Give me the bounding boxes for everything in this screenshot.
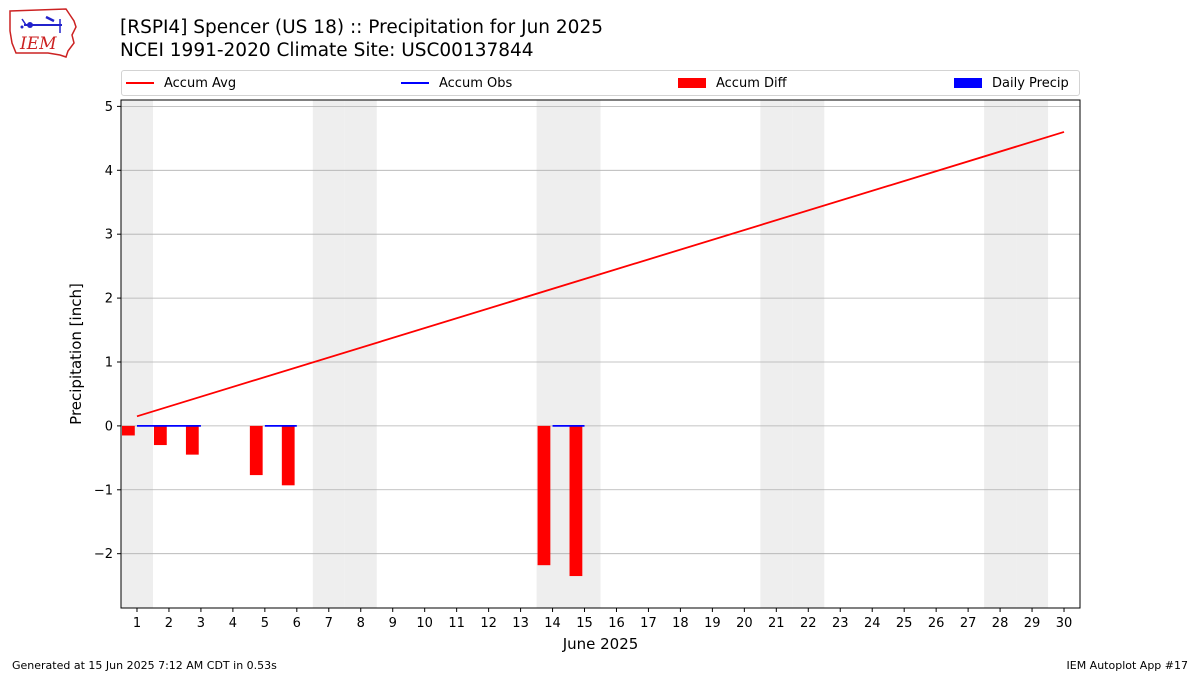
- y-axis-label: Precipitation [inch]: [67, 283, 85, 425]
- legend-label-accum-obs: Accum Obs: [439, 75, 513, 91]
- x-tick-label: 25: [896, 616, 913, 631]
- accum-diff-bar: [122, 425, 135, 436]
- accum-avg-line: [136, 131, 1065, 418]
- y-tick-label: 4: [105, 164, 113, 179]
- y-tick-label: 2: [105, 292, 113, 307]
- x-tick-label: 3: [197, 616, 205, 631]
- legend-swatch-accum-diff: [678, 78, 706, 88]
- weekend-band: [792, 100, 825, 608]
- x-tick-label: 23: [832, 616, 849, 631]
- x-tick-label: 29: [1024, 616, 1041, 631]
- x-tick-label: 5: [261, 616, 269, 631]
- footer-generated-text: Generated at 15 Jun 2025 7:12 AM CDT in …: [12, 659, 277, 672]
- y-tick-label: 0: [105, 419, 113, 434]
- x-tick-label: 21: [768, 616, 785, 631]
- y-tick-label: −2: [94, 547, 113, 562]
- legend-swatch-daily-precip: [954, 78, 982, 88]
- x-tick-label: 17: [640, 616, 657, 631]
- x-tick-label: 30: [1056, 616, 1073, 631]
- iem-logo: IEM: [8, 5, 80, 59]
- x-tick-label: 7: [325, 616, 333, 631]
- accum-diff-bar: [185, 425, 199, 455]
- x-tick-label: 2: [165, 616, 173, 631]
- accum-diff-bar: [249, 425, 263, 476]
- x-tick-label: 9: [389, 616, 397, 631]
- y-tick-label: 1: [105, 355, 113, 370]
- x-tick-label: 20: [736, 616, 753, 631]
- x-tick-label: 6: [293, 616, 301, 631]
- legend-label-accum-diff: Accum Diff: [716, 75, 787, 91]
- x-tick-label: 11: [448, 616, 465, 631]
- x-axis-label: June 2025: [562, 635, 639, 653]
- y-tick-label: 3: [105, 228, 113, 243]
- x-tick-label: 4: [229, 616, 237, 631]
- x-tick-label: 27: [960, 616, 977, 631]
- y-tick-label: 5: [105, 100, 113, 115]
- chart-legend: Accum Avg Accum Obs Accum Diff Daily Pre…: [121, 70, 1080, 96]
- accum-diff-bar: [153, 425, 167, 446]
- plot-frame: [120, 99, 1081, 609]
- x-tick-label: 13: [512, 616, 529, 631]
- legend-item-accum-diff: Accum Diff: [678, 71, 787, 95]
- chart-title: [RSPI4] Spencer (US 18) :: Precipitation…: [120, 17, 603, 38]
- x-tick-label: 14: [544, 616, 561, 631]
- legend-swatch-accum-obs: [401, 82, 429, 84]
- x-tick-label: 1: [133, 616, 141, 631]
- accum-diff-bar: [537, 425, 551, 566]
- legend-label-daily-precip: Daily Precip: [992, 75, 1069, 91]
- footer-app-label: IEM Autoplot App #17: [1066, 659, 1189, 672]
- x-tick-label: 19: [704, 616, 721, 631]
- x-tick-label: 18: [672, 616, 689, 631]
- chart-subtitle: NCEI 1991-2020 Climate Site: USC00137844: [120, 40, 534, 61]
- legend-item-accum-avg: Accum Avg: [126, 71, 236, 95]
- legend-swatch-accum-avg: [126, 82, 154, 84]
- x-tick-label: 12: [480, 616, 497, 631]
- weekend-band: [344, 100, 377, 608]
- weekend-band: [984, 100, 1017, 608]
- legend-item-daily-precip: Daily Precip: [954, 71, 1069, 95]
- x-tick-label: 22: [800, 616, 817, 631]
- accum-diff-bar: [569, 425, 583, 577]
- svg-text:IEM: IEM: [19, 34, 57, 54]
- legend-item-accum-obs: Accum Obs: [401, 71, 512, 95]
- x-tick-label: 15: [576, 616, 593, 631]
- weekend-band: [760, 100, 793, 608]
- x-tick-label: 28: [992, 616, 1009, 631]
- accum-diff-bar: [281, 425, 295, 486]
- x-tick-label: 24: [864, 616, 881, 631]
- x-tick-label: 26: [928, 616, 945, 631]
- x-tick-label: 10: [416, 616, 433, 631]
- weekend-band: [121, 100, 153, 608]
- x-tick-label: 8: [357, 616, 365, 631]
- legend-label-accum-avg: Accum Avg: [164, 75, 237, 91]
- y-tick-label: −1: [94, 483, 113, 498]
- x-tick-label: 16: [608, 616, 625, 631]
- weekend-band: [1016, 100, 1049, 608]
